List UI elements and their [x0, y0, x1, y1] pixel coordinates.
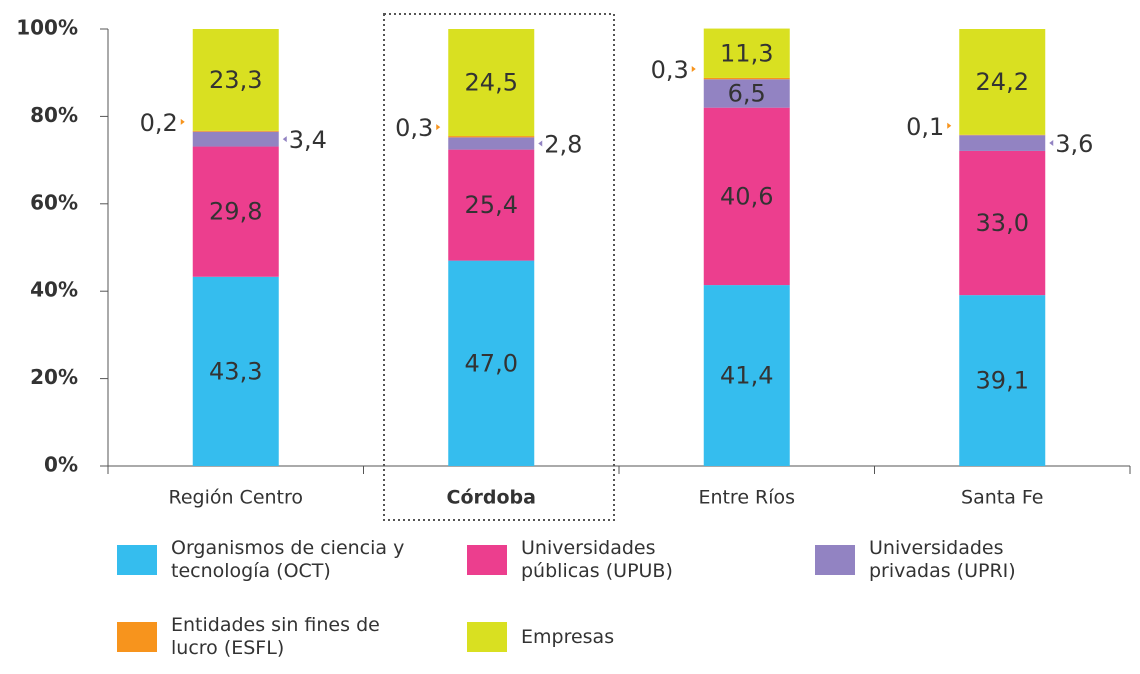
x-tick-label: Córdoba: [447, 487, 536, 509]
value-label: 2,8: [544, 130, 582, 158]
bar-segment: [959, 29, 1046, 135]
bar-segment: [703, 107, 790, 286]
value-label: 33,0: [976, 209, 1029, 237]
y-tick-label: 100%: [16, 16, 78, 40]
value-label: 47,0: [465, 349, 518, 377]
value-label: 24,2: [976, 68, 1029, 96]
value-label: 41,4: [720, 362, 773, 390]
bar-segment: [192, 29, 279, 131]
bar-segment: [448, 260, 535, 466]
legend-swatch: [117, 545, 157, 575]
y-tick-label: 40%: [30, 278, 78, 302]
legend-item: Empresas: [467, 611, 731, 663]
value-label: 0,3: [395, 114, 433, 142]
legend-item: Universidades privadas (UPRI): [815, 534, 1079, 586]
y-tick-label: 80%: [30, 103, 78, 127]
bar-segment: [703, 28, 790, 78]
label-pointer: [947, 122, 952, 129]
y-tick-label: 0%: [44, 453, 78, 477]
value-label: 29,8: [209, 198, 262, 226]
y-tick-label: 20%: [30, 365, 78, 389]
label-pointer: [538, 140, 543, 147]
legend-swatch: [467, 622, 507, 652]
bar-segment: [192, 130, 279, 132]
legend-label: Empresas: [521, 625, 615, 648]
bar-segment: [703, 77, 790, 80]
legend-label: Entidades sin fines de lucro (ESFL): [171, 614, 380, 659]
label-pointer: [180, 118, 185, 125]
label-pointer: [282, 136, 287, 143]
value-label: 24,5: [465, 69, 518, 97]
value-label: 6,5: [728, 79, 766, 107]
legend-label: Universidades públicas (UPUB): [521, 537, 673, 582]
value-label: 0,3: [651, 56, 689, 84]
bar-segment: [703, 79, 790, 108]
bar-segment: [959, 150, 1046, 296]
value-label: 43,3: [209, 357, 262, 385]
legend-label: Universidades privadas (UPRI): [869, 537, 1016, 582]
value-label: 40,6: [720, 182, 773, 210]
legend-item: Organismos de ciencia y tecnología (OCT): [117, 534, 406, 586]
value-label: 3,6: [1055, 130, 1093, 158]
highlight-box: [383, 13, 615, 521]
legend-item: Universidades públicas (UPUB): [467, 534, 731, 586]
bar-segment: [192, 276, 279, 466]
bar-segment: [448, 29, 535, 137]
bar-segment: [703, 285, 790, 466]
legend-label: Organismos de ciencia y tecnología (OCT): [171, 537, 405, 582]
legend-item: Entidades sin fines de lucro (ESFL): [117, 611, 381, 663]
y-tick-label: 60%: [30, 190, 78, 214]
bar-segment: [448, 137, 535, 150]
legend-swatch: [467, 545, 507, 575]
bar-segment: [192, 131, 279, 147]
label-pointer: [691, 65, 696, 72]
value-label: 39,1: [976, 367, 1029, 395]
bar-segment: [959, 135, 1046, 151]
x-tick-label: Entre Ríos: [698, 487, 795, 509]
bar-segment: [448, 136, 535, 138]
value-label: 3,4: [289, 126, 327, 154]
x-tick-label: Región Centro: [168, 487, 303, 509]
legend-swatch: [117, 622, 157, 652]
x-tick-label: Santa Fe: [961, 487, 1043, 509]
value-label: 23,3: [209, 66, 262, 94]
value-label: 11,3: [720, 39, 773, 67]
value-label: 0,2: [140, 109, 178, 137]
value-label: 0,1: [906, 113, 944, 141]
bar-segment: [959, 295, 1046, 466]
label-pointer: [1049, 140, 1054, 147]
value-label: 25,4: [465, 191, 518, 219]
legend-swatch: [815, 545, 855, 575]
bar-segment: [192, 146, 279, 277]
bar-segment: [448, 149, 535, 261]
label-pointer: [436, 124, 441, 131]
